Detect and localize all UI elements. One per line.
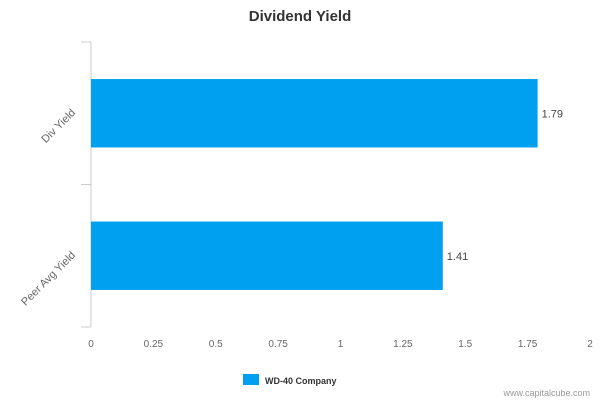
watermark-text: www.capitalcube.com: [502, 388, 590, 398]
data-label: 1.41: [447, 251, 468, 263]
legend[interactable]: WD-40 Company: [243, 374, 337, 386]
labels-group: 1.79 1.41: [447, 108, 563, 263]
x-tick-label: 1: [338, 339, 344, 350]
x-tick-label: 1.75: [518, 339, 538, 350]
category-label: Div Yield: [39, 107, 78, 146]
x-tick-label: 0.5: [209, 339, 223, 350]
bar[interactable]: [91, 79, 538, 148]
chart-title: Dividend Yield: [249, 8, 352, 25]
x-tick-label: 0: [88, 339, 94, 350]
legend-swatch: [243, 374, 259, 385]
x-tick-label: 0.25: [144, 339, 164, 350]
x-tick-label: 1.5: [458, 339, 472, 350]
x-tick-label: 0.75: [268, 339, 288, 350]
category-label: Peer Avg Yield: [19, 249, 78, 308]
x-tick-label: 2: [587, 339, 593, 350]
data-label: 1.79: [542, 108, 563, 120]
bar[interactable]: [91, 221, 443, 290]
legend-label: WD-40 Company: [265, 376, 337, 386]
x-tick-label: 1.25: [393, 339, 413, 350]
bars-group: [91, 79, 538, 290]
